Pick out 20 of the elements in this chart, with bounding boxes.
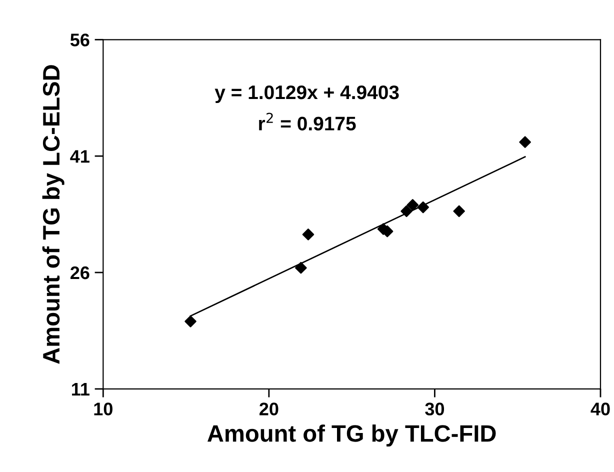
point: [400, 205, 412, 218]
y-tick-label: 56: [70, 34, 90, 46]
point: [417, 201, 429, 214]
x-axis-title: Amount of TG by TLC-FID: [208, 424, 496, 447]
y-tick-label: 11: [72, 383, 90, 396]
y-tick-label: 41: [70, 150, 90, 163]
point: [406, 199, 419, 211]
point: [453, 205, 465, 218]
point: [519, 136, 531, 148]
x-tick-label: 10: [94, 402, 112, 416]
point: [295, 262, 307, 274]
annotation: y = 1.0129x + 4.9403: [214, 85, 399, 104]
point: [184, 316, 196, 328]
x-tick-label: 30: [425, 402, 444, 416]
y-axis-title: Amount of TG by LC-ELSD: [42, 65, 64, 364]
x-tick-label: 40: [590, 402, 610, 416]
annotation: r$^{2}$ = 0.9175: [259, 112, 356, 131]
x-tick-label: 20: [260, 402, 278, 416]
point: [302, 228, 314, 240]
y-tick-label: 26: [70, 266, 90, 280]
